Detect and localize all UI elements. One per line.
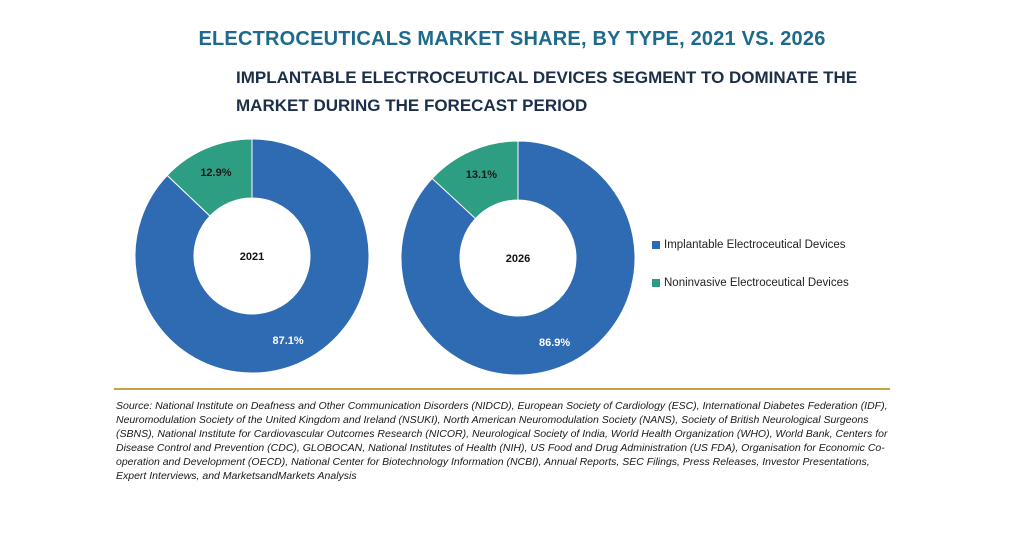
- legend-label-noninvasive: Noninvasive Electroceutical Devices: [664, 277, 849, 289]
- center-label-2021: 2021: [240, 251, 264, 263]
- slice-2026-implantable: [400, 140, 636, 376]
- chart-subtitle: IMPLANTABLE ELECTROCEUTICAL DEVICES SEGM…: [236, 68, 858, 115]
- data-label-2021-implantable: 87.1%: [272, 335, 303, 347]
- data-label-2026-implantable: 86.9%: [539, 337, 570, 349]
- data-label-2021-noninvasive: 12.9%: [200, 167, 231, 179]
- center-label-2026: 2026: [506, 253, 530, 265]
- slice-2026-noninvasive: [431, 140, 519, 220]
- slice-2021-noninvasive: [166, 138, 253, 217]
- legend-swatch-implantable: [652, 241, 660, 249]
- source-divider: [114, 388, 890, 390]
- slice-2021-implantable: [134, 138, 370, 374]
- legend-label-implantable: Implantable Electroceutical Devices: [664, 239, 846, 251]
- legend-item-noninvasive: Noninvasive Electroceutical Devices: [652, 274, 849, 292]
- chart-title: ELECTROCEUTICALS MARKET SHARE, BY TYPE, …: [198, 28, 826, 50]
- legend-swatch-noninvasive: [652, 279, 660, 287]
- legend: Implantable Electroceutical Devices Noni…: [652, 236, 849, 312]
- legend-item-implantable: Implantable Electroceutical Devices: [652, 236, 849, 254]
- data-label-2026-noninvasive: 13.1%: [466, 169, 497, 181]
- source-note: Source: National Institute on Deafness a…: [116, 400, 888, 482]
